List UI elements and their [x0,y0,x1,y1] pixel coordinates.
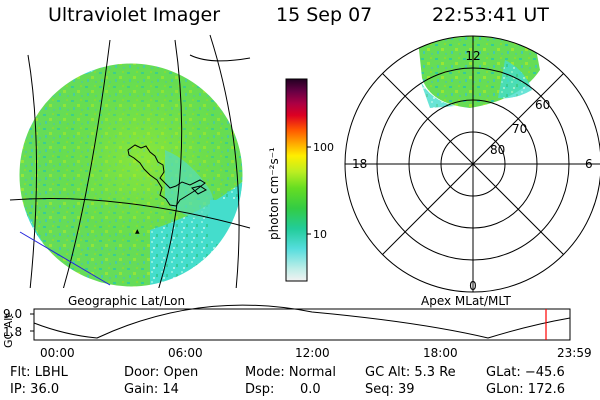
apex-label: Apex MLat/MLT [421,294,511,308]
gain-readout: Gain: 14 [124,382,179,397]
mlat-label-80: 80 [490,143,505,157]
mlt-label-6: 6 [585,157,593,171]
altitude-plot-frame [33,308,571,341]
altitude-curve [33,304,571,339]
seq-readout: Seq: 39 [365,382,415,397]
mlt-label-0: 0 [469,279,477,293]
glat-readout: GLat: −45.6 [486,365,565,380]
date-label: 15 Sep 07 [276,4,373,26]
time-tick-0600: 06:00 [168,346,203,360]
polar-plot: 12 18 6 0 60 70 80 [344,35,600,293]
colorbar-label-100: 100 [313,141,334,154]
dsp-label: Dsp: [245,382,275,397]
mlat-label-70: 70 [512,122,527,136]
status-panel: Flt: LBHL IP: 36.0 Door: Open Gain: 14 M… [0,365,600,400]
mode-readout: Mode: Normal [245,365,336,380]
geographic-label: Geographic Lat/Lon [68,294,185,308]
mlt-label-18: 18 [352,157,367,171]
dsp-value: 0.0 [300,382,321,397]
colorbar-label-10: 10 [313,228,327,241]
colorbar: 100 10 photon cm⁻²s⁻¹ [267,78,334,282]
disk-limb [18,62,244,288]
door-readout: Door: Open [124,365,199,380]
coastline [127,144,206,207]
altitude-plot: 9.0 1.8 GC Alt 00:00 06:00 12:00 18:00 2… [2,304,592,360]
time-label: 22:53:41 UT [432,4,549,26]
filter-readout: Flt: LBHL [10,365,68,380]
polar-grid [344,35,600,293]
gc-alt-readout: GC Alt: 5.3 Re [365,365,456,380]
alt-axis-label: GC Alt [2,313,15,348]
instrument-title: Ultraviolet Imager [48,4,221,26]
colorbar-scale [285,78,308,282]
lat-lon-grid [9,34,251,288]
mlt-label-12: 12 [465,49,480,63]
polar-aurora-data [418,36,540,108]
header-bar: Ultraviolet Imager 15 Sep 07 22:53:41 UT [0,4,600,30]
time-tick-1800: 18:00 [423,346,458,360]
alt-tick-label-low: 1.8 [3,325,22,339]
geographic-image: ▲ [9,34,251,288]
mlat-label-60: 60 [535,98,550,112]
coastline-island [191,185,207,195]
time-tick-1200: 12:00 [295,346,330,360]
glon-readout: GLon: 172.6 [486,382,566,397]
time-tick-0000: 00:00 [40,346,75,360]
earth-disk [19,63,243,287]
terminator-line [19,231,111,286]
subsatellite-marker: ▲ [135,228,140,235]
colorbar-unit-label: photon cm⁻²s⁻¹ [267,147,281,240]
time-tick-2359: 23:59 [557,346,592,360]
ip-readout: IP: 36.0 [10,382,60,397]
alt-tick-label-high: 9.0 [3,307,22,321]
